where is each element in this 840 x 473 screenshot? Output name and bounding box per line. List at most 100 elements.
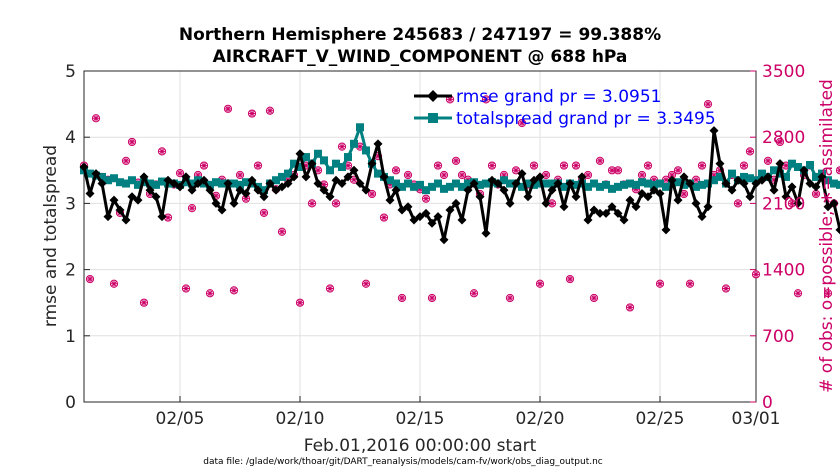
possible-circle (127, 137, 137, 147)
obs-count-point (793, 289, 803, 298)
assimilated-star (141, 299, 147, 306)
totalspread-point (788, 159, 796, 168)
rmse-point (445, 205, 455, 215)
rmse-point (559, 202, 569, 212)
obs-count-point (433, 161, 443, 170)
assimilated-star (243, 195, 249, 202)
rmse-point (451, 198, 461, 208)
totalspread-point (530, 180, 538, 189)
obs-count-point (295, 298, 305, 307)
rmse-point (625, 195, 635, 205)
obs-count-point (307, 199, 317, 208)
rmse-point (709, 126, 719, 136)
assimilated-star (585, 172, 591, 179)
obs-count-point (229, 286, 239, 295)
legend-rmse-label: rmse grand pr = 3.0951 (456, 87, 661, 107)
rmse-point (91, 169, 101, 179)
rmse-point (229, 198, 239, 208)
rmse-point (205, 185, 215, 195)
rmse-point (181, 172, 191, 182)
possible-circle (481, 95, 491, 104)
rmse-point (637, 188, 647, 198)
rmse-point (553, 179, 563, 189)
rmse-point (271, 185, 281, 195)
x-tick-label: 02/25 (636, 409, 685, 429)
possible-circle (469, 289, 479, 298)
rmse-point (547, 185, 557, 195)
obs-count-point (223, 104, 233, 113)
obs-count-point (589, 293, 599, 303)
obs-count-point (367, 189, 377, 199)
assimilated-star (711, 172, 717, 179)
rmse-point (799, 165, 809, 175)
possible-circle (325, 284, 335, 293)
obs-count-point (277, 227, 287, 236)
possible-circle (157, 147, 167, 156)
obs-count-point (181, 284, 191, 293)
obs-count-point (337, 142, 347, 151)
obs-count-point (625, 303, 635, 312)
right-y-tick-label: 0 (762, 393, 773, 413)
assimilated-star (471, 290, 477, 297)
totalspread-point (812, 172, 820, 181)
obs-count-point (613, 166, 623, 175)
assimilated-star (123, 157, 129, 164)
rmse-point (667, 175, 677, 185)
rmse-point (337, 179, 347, 189)
rmse-point (379, 172, 389, 182)
totalspread-point (476, 180, 484, 189)
obs-count-point (835, 166, 840, 175)
rmse-point (253, 185, 263, 195)
possible-circle (91, 114, 101, 123)
totalspread-point (128, 176, 136, 185)
totalspread-point (446, 182, 454, 191)
totalspread-point (218, 179, 226, 188)
obs-count-point (109, 279, 119, 288)
rmse-point (493, 179, 503, 189)
rmse-point (511, 179, 521, 189)
obs-count-point (439, 170, 449, 180)
totalspread-point (98, 172, 106, 181)
x-tick-label: 02/15 (396, 409, 445, 429)
rmse-point (295, 149, 305, 159)
totalspread-point (398, 182, 406, 191)
rmse-point (541, 198, 551, 208)
totalspread-point (134, 180, 142, 189)
possible-circle (673, 166, 683, 175)
assimilated-star (339, 143, 345, 150)
assimilated-star (375, 153, 381, 160)
totalspread-point (782, 172, 790, 181)
totalspread-point (548, 179, 556, 188)
x-tick-label: 02/05 (156, 409, 205, 429)
assimilated-star (675, 167, 681, 174)
possible-circle (703, 100, 713, 109)
rmse-point (811, 182, 821, 192)
totalspread-point (584, 182, 592, 191)
rmse-point (457, 215, 467, 225)
possible-circle (517, 118, 527, 128)
totalspread-point (272, 176, 280, 185)
assimilated-star (627, 304, 633, 311)
assimilated-star (537, 280, 543, 287)
assimilated-star (189, 205, 195, 212)
y-tick-label: 3 (65, 194, 76, 214)
obs-count-point (655, 279, 665, 288)
totalspread-point (242, 178, 250, 187)
obs-count-point (733, 199, 743, 208)
obs-count-point (91, 114, 101, 123)
totalspread-point (338, 162, 346, 171)
possible-circle (529, 161, 539, 170)
possible-circle (511, 166, 521, 175)
chart-title: Northern Hemisphere 245683 / 247197 = 99… (179, 25, 661, 45)
totalspread-point (422, 186, 430, 195)
obs-count-point (175, 169, 185, 178)
totalspread-point (122, 179, 130, 188)
rmse-point (481, 228, 491, 238)
totalspread-point (326, 166, 334, 175)
possible-circle (403, 170, 413, 180)
rmse-point (277, 182, 287, 192)
totalspread-point (806, 161, 814, 170)
possible-circle (307, 199, 317, 208)
legend: rmse grand pr = 3.0951 totalspread grand… (414, 87, 716, 129)
totalspread-point (260, 186, 268, 195)
